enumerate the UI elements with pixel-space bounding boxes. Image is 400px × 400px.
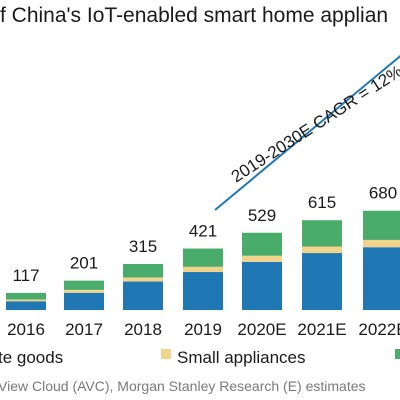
total-label-2016: 117 (12, 266, 39, 285)
bar-2020E-segment-3 (242, 232, 282, 256)
bar-2019-segment-3 (183, 248, 223, 267)
total-label-2020E: 529 (248, 206, 276, 225)
legend-swatch-series-3 (395, 349, 400, 359)
bar-2016-segment-3 (6, 292, 46, 300)
bar-2016-segment-1 (6, 301, 46, 310)
x-tick-2018: 2018 (124, 320, 162, 339)
x-tick-2016: 2016 (7, 320, 45, 339)
bar-2020E-segment-2 (242, 255, 282, 262)
bar-2018-segment-3 (123, 264, 163, 278)
bar-2022E-segment-1 (363, 247, 400, 310)
bar-2019-segment-1 (183, 272, 223, 310)
total-label-2018: 315 (129, 237, 157, 256)
x-tick-group: 2016 2017 2018 2019 2020E 2021E 2022E (7, 320, 400, 339)
bar-group (6, 210, 400, 310)
total-label-2022E: 680 (369, 184, 397, 203)
bar-2022E-segment-3 (363, 210, 400, 240)
bar-2018-segment-1 (123, 281, 163, 310)
x-tick-2022E: 2022E (358, 320, 400, 339)
bar-2020E-segment-1 (242, 261, 282, 310)
x-tick-2020E: 2020E (237, 320, 286, 339)
source-note: View Cloud (AVC), Morgan Stanley Researc… (0, 378, 366, 394)
chart-title: f China's IoT-enabled smart home applian (0, 4, 388, 27)
total-label-2021E: 615 (308, 193, 336, 212)
bar-2021E-segment-1 (302, 253, 342, 310)
legend-label-series-1: te goods (0, 348, 63, 367)
total-label-2017: 201 (70, 254, 98, 273)
legend-swatch-small-appliances (161, 349, 171, 359)
x-tick-2019: 2019 (184, 320, 222, 339)
cagr-annotation: 2019-2030E CAGR = 12% (228, 62, 400, 187)
bar-2019-segment-2 (183, 266, 223, 273)
total-label-group: 117 201 315 421 529 615 680 (12, 184, 397, 285)
x-tick-2021E: 2021E (297, 320, 346, 339)
total-label-2019: 421 (189, 222, 217, 241)
cagr-trend-line (214, 55, 400, 211)
bar-2021E-segment-3 (302, 220, 342, 247)
bar-2018-segment-2 (123, 277, 163, 282)
bar-2017-segment-1 (64, 292, 104, 310)
bar-2022E-segment-2 (363, 239, 400, 248)
bar-2017-segment-3 (64, 280, 104, 290)
legend: te goods Small appliances (0, 348, 400, 367)
legend-label-small-appliances: Small appliances (177, 348, 306, 367)
bar-2021E-segment-2 (302, 246, 342, 254)
bar-2017-segment-2 (64, 289, 104, 293)
bar-2016-segment-2 (6, 299, 46, 302)
x-tick-2017: 2017 (65, 320, 103, 339)
